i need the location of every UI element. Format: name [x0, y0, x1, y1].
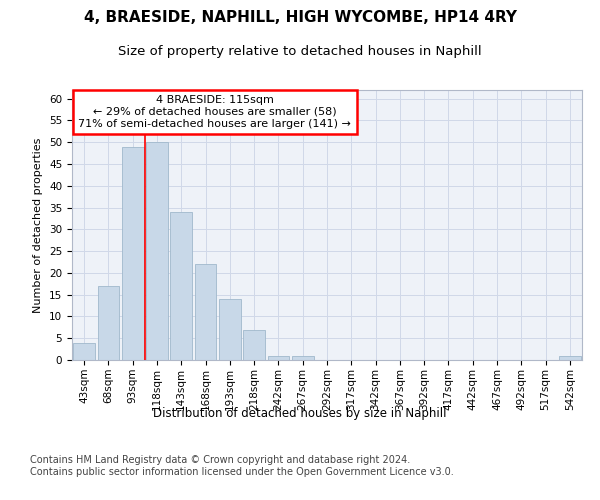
Text: Size of property relative to detached houses in Naphill: Size of property relative to detached ho… [118, 45, 482, 58]
Text: Distribution of detached houses by size in Naphill: Distribution of detached houses by size … [153, 408, 447, 420]
Y-axis label: Number of detached properties: Number of detached properties [34, 138, 43, 312]
Bar [170, 212, 192, 360]
Text: Contains HM Land Registry data © Crown copyright and database right 2024.
Contai: Contains HM Land Registry data © Crown c… [30, 455, 454, 476]
Bar [243, 330, 265, 360]
Text: 4, BRAESIDE, NAPHILL, HIGH WYCOMBE, HP14 4RY: 4, BRAESIDE, NAPHILL, HIGH WYCOMBE, HP14… [83, 10, 517, 25]
Bar [122, 146, 143, 360]
Bar [97, 286, 119, 360]
Text: 4 BRAESIDE: 115sqm
← 29% of detached houses are smaller (58)
71% of semi-detache: 4 BRAESIDE: 115sqm ← 29% of detached hou… [79, 96, 351, 128]
Bar [559, 356, 581, 360]
Bar [268, 356, 289, 360]
Bar [292, 356, 314, 360]
Bar [146, 142, 168, 360]
Bar [194, 264, 217, 360]
Bar [219, 299, 241, 360]
Bar [73, 342, 95, 360]
